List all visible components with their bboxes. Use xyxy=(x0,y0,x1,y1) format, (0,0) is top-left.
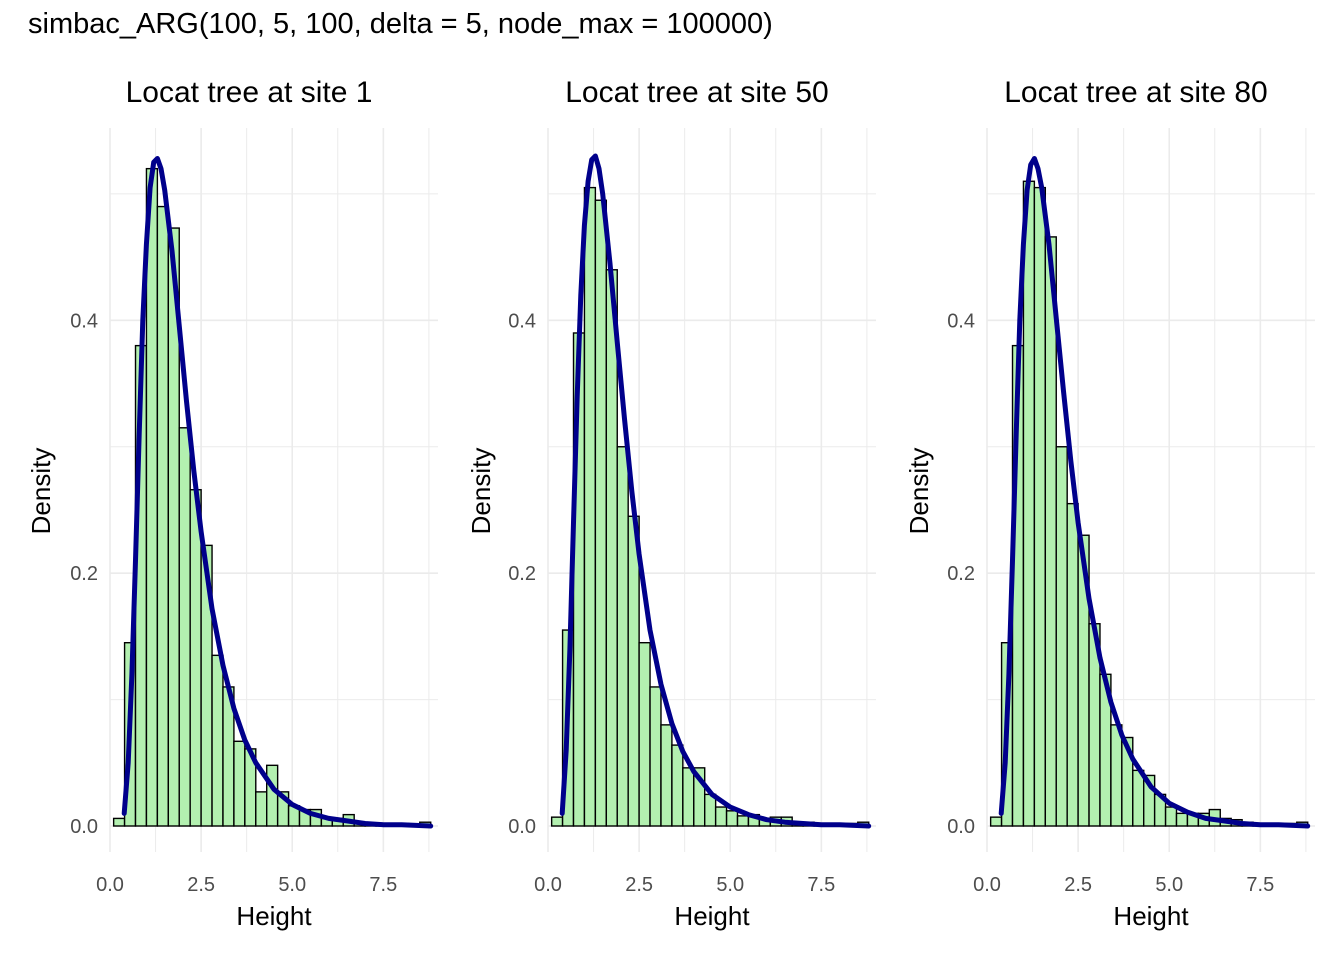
histogram-bar xyxy=(266,764,279,827)
y-tick-label: 0.4 xyxy=(70,310,98,332)
histogram-bar xyxy=(1132,769,1145,827)
histogram-bar xyxy=(1175,812,1189,827)
histogram-bar xyxy=(1055,446,1068,827)
y-tick-label: 0.0 xyxy=(508,816,536,838)
x-tick-label: 5.0 xyxy=(716,874,744,896)
x-tick-label: 0.0 xyxy=(96,874,124,896)
density-curve xyxy=(559,153,872,829)
y-tick-label: 0.4 xyxy=(947,310,975,332)
y-tick-label: 0.2 xyxy=(70,563,98,585)
histogram-bar xyxy=(156,205,170,827)
x-tick-label: 7.5 xyxy=(807,874,835,896)
histogram-bar xyxy=(233,740,246,827)
y-axis-title: Density xyxy=(26,448,56,535)
x-axis-title: Height xyxy=(236,901,312,931)
page-title: simbac_ARG(100, 5, 100, delta = 5, node_… xyxy=(28,8,773,40)
histogram-bar xyxy=(682,767,695,827)
histogram-bar xyxy=(638,641,651,827)
x-tick-label: 2.5 xyxy=(625,874,653,896)
histogram-bar xyxy=(1164,806,1178,827)
histogram-bar xyxy=(989,816,1003,827)
x-tick-label: 0.0 xyxy=(534,874,562,896)
y-tick-label: 0.2 xyxy=(508,563,536,585)
x-axis-title: Height xyxy=(674,901,750,931)
histogram-bar xyxy=(211,654,224,827)
histogram-bar xyxy=(736,815,750,827)
y-tick-label: 0.0 xyxy=(70,816,98,838)
histogram-bar xyxy=(605,269,618,827)
histogram-bar xyxy=(145,167,159,827)
histogram-bar xyxy=(1022,180,1036,827)
histogram-bar xyxy=(660,724,673,827)
x-tick-label: 0.0 xyxy=(973,874,1001,896)
x-tick-label: 5.0 xyxy=(278,874,306,896)
density-curve xyxy=(121,156,434,829)
x-axis-title: Height xyxy=(1113,901,1189,931)
panel-title: Locat tree at site 1 xyxy=(126,76,373,109)
histogram-bar xyxy=(255,791,268,827)
y-tick-label: 0.4 xyxy=(508,310,536,332)
histogram-bar xyxy=(189,489,202,827)
panel-title: Locat tree at site 80 xyxy=(1004,76,1268,109)
y-axis-title: Density xyxy=(904,448,934,535)
y-tick-label: 0.0 xyxy=(947,816,975,838)
histogram-bar xyxy=(178,427,191,827)
histogram-bar xyxy=(704,793,717,827)
density-curve xyxy=(998,156,1311,829)
x-tick-label: 7.5 xyxy=(369,874,397,896)
histogram-bar xyxy=(550,816,564,827)
histogram-bar xyxy=(1110,724,1123,827)
histogram-bar xyxy=(725,810,739,827)
histogram-bar xyxy=(714,806,728,827)
histogram-bar xyxy=(616,446,629,827)
histogram-bar xyxy=(1066,502,1079,827)
x-tick-label: 2.5 xyxy=(187,874,215,896)
x-tick-label: 5.0 xyxy=(1155,874,1183,896)
histogram-bar xyxy=(627,515,640,827)
x-tick-label: 2.5 xyxy=(1064,874,1092,896)
histogram-bar xyxy=(583,186,597,827)
x-tick-label: 7.5 xyxy=(1246,874,1274,896)
histogram-bar xyxy=(671,744,684,827)
histogram-bar xyxy=(594,199,608,827)
y-axis-title: Density xyxy=(466,448,496,535)
panel-title: Locat tree at site 50 xyxy=(565,76,829,109)
histogram-bar xyxy=(112,817,126,827)
y-tick-label: 0.2 xyxy=(947,563,975,585)
histogram-bar xyxy=(649,686,662,827)
histogram-bar xyxy=(1033,186,1047,827)
